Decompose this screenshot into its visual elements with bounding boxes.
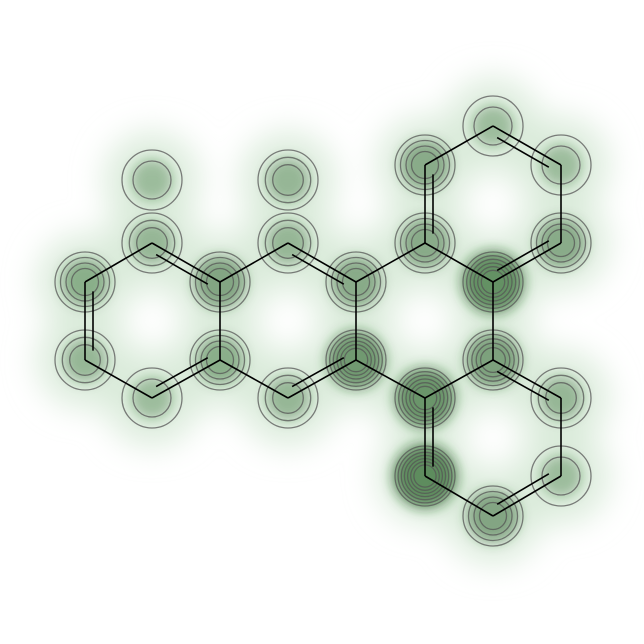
bond-4 (151, 359, 221, 399)
bond-6 (219, 242, 289, 283)
contour-a23-1 (132, 160, 172, 200)
contour-a9-1 (264, 374, 312, 422)
bond-20-inner (496, 240, 550, 272)
contour-a22-0 (257, 149, 319, 211)
bond-23 (492, 475, 562, 517)
contour-a23-0 (121, 149, 183, 211)
contour-a2-0 (121, 212, 183, 274)
bond-4-inner (155, 356, 209, 388)
contour-a2-2 (136, 227, 168, 259)
contour-a9-0 (257, 367, 319, 429)
bond-10-inner (291, 356, 345, 388)
bond-3 (84, 359, 153, 399)
contour-a9-2 (272, 382, 304, 414)
contour-a2-1 (128, 219, 176, 267)
bond-1 (84, 242, 153, 283)
contour-a21-3 (478, 501, 508, 531)
contour-a4-0 (121, 367, 183, 429)
bond-2-inner (155, 253, 209, 285)
contour-a16-1 (473, 106, 513, 146)
bond-18 (492, 125, 562, 166)
core-a23 (131, 159, 173, 201)
bond-2 (151, 242, 221, 283)
contour-a22-2 (272, 164, 304, 196)
bond-7 (287, 242, 357, 283)
contour-a6-0 (257, 212, 319, 274)
contour-a6-2 (272, 227, 304, 259)
contour-a21-1 (467, 490, 519, 542)
contour-a21-0 (462, 485, 524, 547)
bond-7-inner (291, 253, 345, 285)
contour-a21-2 (473, 496, 513, 536)
bond-17 (424, 125, 494, 166)
bond-10 (287, 359, 357, 399)
contour-a4-1 (132, 378, 172, 418)
bond-skeleton (84, 125, 562, 517)
contour-a6-1 (264, 219, 312, 267)
bond-24 (424, 475, 494, 517)
bond-14 (424, 359, 494, 399)
bond-18-inner (496, 136, 550, 168)
bond-9 (219, 359, 289, 399)
bond-13 (355, 359, 426, 399)
bond-21-inner (496, 370, 550, 402)
contour-a16-0 (462, 95, 524, 157)
bond-12 (424, 242, 494, 283)
bond-21 (492, 359, 562, 399)
bond-11 (355, 242, 426, 283)
bond-23-inner (496, 473, 550, 505)
contour-a22-1 (264, 156, 312, 204)
bond-20 (492, 242, 562, 283)
